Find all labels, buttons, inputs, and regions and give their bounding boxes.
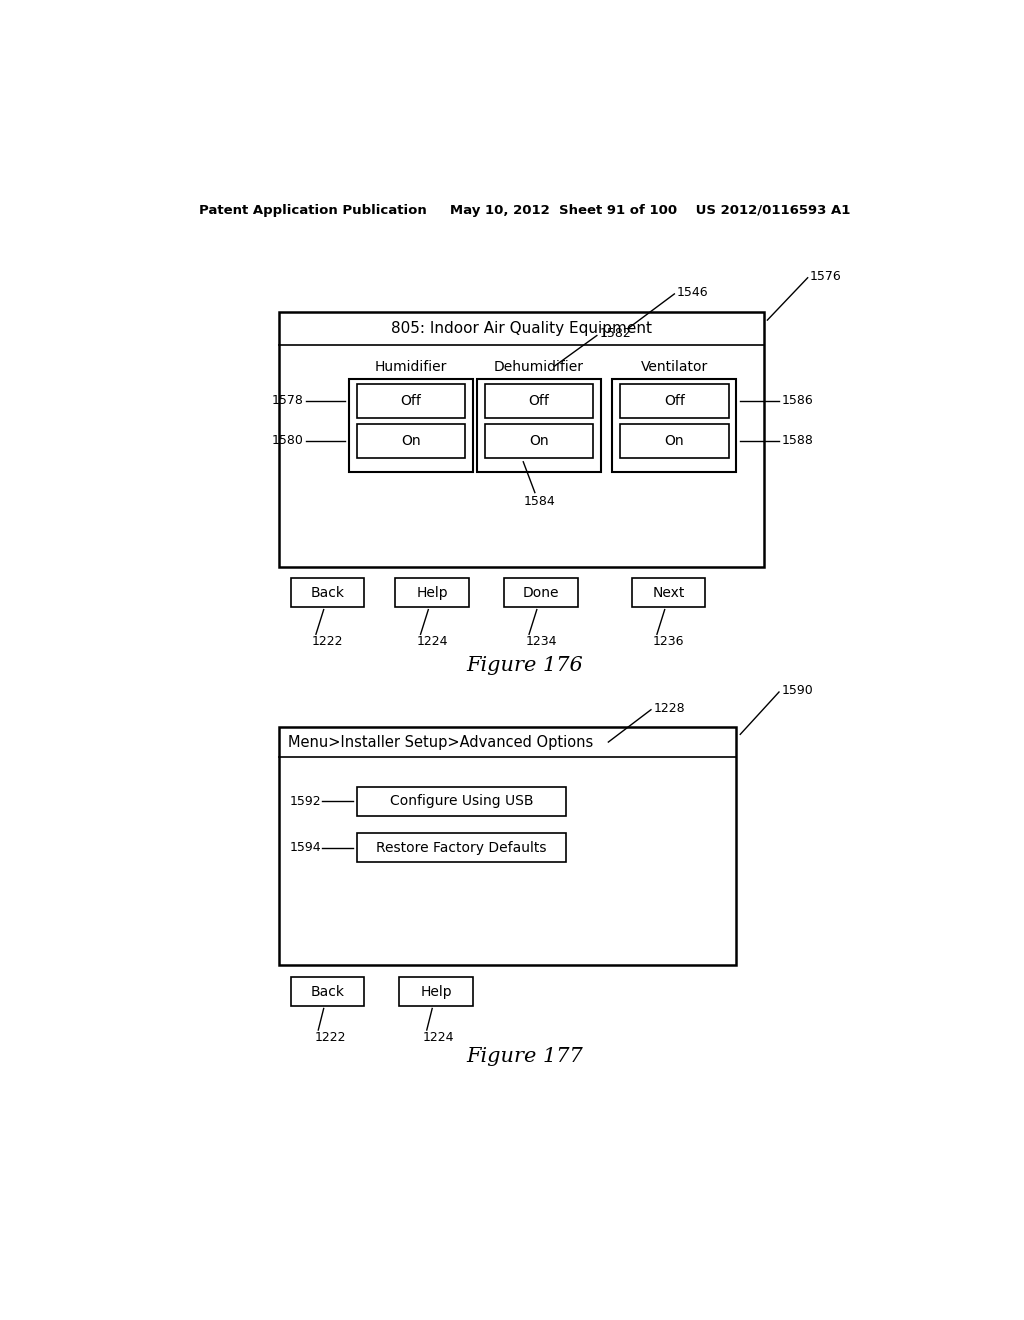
Text: Humidifier: Humidifier — [375, 360, 447, 374]
Text: Menu>Installer Setup>Advanced Options: Menu>Installer Setup>Advanced Options — [289, 734, 594, 750]
Text: Next: Next — [652, 586, 685, 599]
Text: Back: Back — [310, 586, 344, 599]
Text: Figure 176: Figure 176 — [466, 656, 584, 675]
Text: 1236: 1236 — [653, 635, 685, 648]
Bar — [621, 384, 729, 418]
Bar — [477, 379, 601, 471]
Text: 1586: 1586 — [781, 395, 813, 408]
Text: 1588: 1588 — [781, 434, 813, 447]
Text: 1228: 1228 — [653, 702, 685, 714]
Text: On: On — [529, 434, 549, 447]
Text: 1546: 1546 — [677, 286, 709, 298]
Text: 1222: 1222 — [314, 1031, 346, 1044]
Bar — [356, 424, 465, 458]
Text: 1224: 1224 — [423, 1031, 455, 1044]
Bar — [484, 424, 593, 458]
Text: Ventilator: Ventilator — [641, 360, 708, 374]
Bar — [349, 379, 473, 471]
Text: Back: Back — [310, 985, 344, 998]
Bar — [484, 384, 593, 418]
Bar — [356, 833, 566, 862]
Text: Done: Done — [522, 586, 559, 599]
Text: 1578: 1578 — [271, 395, 303, 408]
Text: Help: Help — [420, 985, 452, 998]
Text: Off: Off — [528, 393, 549, 408]
Bar — [399, 977, 473, 1006]
Text: 1224: 1224 — [417, 635, 449, 648]
Text: Help: Help — [417, 586, 449, 599]
Bar — [291, 977, 365, 1006]
Text: 1594: 1594 — [289, 841, 321, 854]
Bar — [280, 313, 764, 566]
Bar — [356, 384, 465, 418]
Text: 1582: 1582 — [599, 327, 631, 341]
Bar — [612, 379, 736, 471]
Text: Off: Off — [400, 393, 421, 408]
Text: On: On — [401, 434, 421, 447]
Text: Restore Factory Defaults: Restore Factory Defaults — [376, 841, 547, 854]
Bar — [395, 578, 469, 607]
Text: 1592: 1592 — [289, 795, 321, 808]
Text: Patent Application Publication     May 10, 2012  Sheet 91 of 100    US 2012/0116: Patent Application Publication May 10, 2… — [199, 205, 851, 218]
Text: Configure Using USB: Configure Using USB — [389, 795, 534, 808]
Text: 1584: 1584 — [523, 495, 555, 508]
Bar — [621, 424, 729, 458]
Text: 1590: 1590 — [781, 684, 813, 697]
Bar — [280, 726, 736, 965]
Text: 1580: 1580 — [271, 434, 303, 447]
Text: Off: Off — [664, 393, 685, 408]
Text: 1234: 1234 — [525, 635, 557, 648]
Text: 1222: 1222 — [312, 635, 344, 648]
Bar — [504, 578, 578, 607]
Text: 805: Indoor Air Quality Equipment: 805: Indoor Air Quality Equipment — [391, 321, 652, 337]
Bar — [356, 787, 566, 816]
Text: Figure 177: Figure 177 — [466, 1047, 584, 1065]
Bar — [291, 578, 365, 607]
Text: 1576: 1576 — [810, 269, 842, 282]
Text: On: On — [665, 434, 684, 447]
Text: Dehumidifier: Dehumidifier — [494, 360, 584, 374]
Bar — [632, 578, 706, 607]
